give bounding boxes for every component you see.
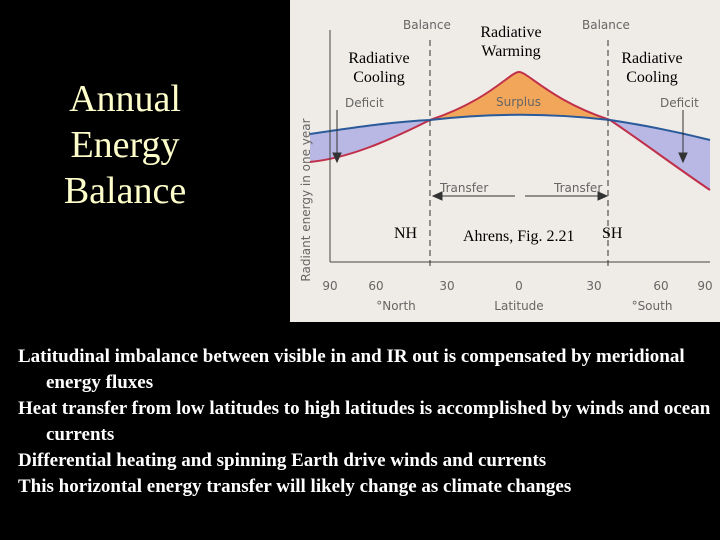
x-tick-label: 90 bbox=[322, 279, 337, 293]
figure: Balance Balance Radiative Cooling Radiati… bbox=[290, 0, 720, 322]
south-label: °South bbox=[632, 299, 673, 313]
surplus-label: Surplus bbox=[496, 95, 541, 109]
figure-background bbox=[290, 0, 720, 322]
deficit-label: Deficit bbox=[660, 96, 699, 110]
north-label: °North bbox=[376, 299, 416, 313]
x-tick-label: 30 bbox=[586, 279, 601, 293]
x-ticks: 90 60 30 0 30 60 90 bbox=[322, 279, 712, 293]
cooling-label: Radiative Cooling bbox=[621, 50, 682, 86]
balance-label: Balance bbox=[403, 18, 451, 32]
bullet-list: Latitudinal imbalance between visible in… bbox=[18, 344, 718, 500]
bullet: Differential heating and spinning Earth … bbox=[18, 450, 547, 471]
x-tick-label: 60 bbox=[653, 279, 668, 293]
x-tick-label: 30 bbox=[439, 279, 454, 293]
outgoing-curve bbox=[309, 70, 711, 191]
nh-label: NH bbox=[394, 225, 418, 242]
sh-label: SH bbox=[602, 225, 623, 242]
balance-label: Balance bbox=[582, 18, 630, 32]
y-axis-label: Radiant energy in one year bbox=[299, 118, 313, 281]
x-tick-label: 90 bbox=[697, 279, 712, 293]
bullet: Heat transfer from low latitudes to high… bbox=[18, 398, 711, 445]
deficit-label: Deficit bbox=[345, 96, 384, 110]
bullet: This horizontal energy transfer will lik… bbox=[18, 476, 572, 497]
bullet: Latitudinal imbalance between visible in… bbox=[18, 346, 685, 393]
x-tick-label: 0 bbox=[515, 279, 523, 293]
warming-label: Radiative Warming bbox=[480, 24, 541, 60]
x-tick-label: 60 bbox=[368, 279, 383, 293]
absorbed-curve bbox=[309, 113, 711, 141]
x-axis-label: Latitude bbox=[494, 299, 543, 313]
slide-title: Annual Energy Balance bbox=[63, 78, 187, 212]
source-label: Ahrens, Fig. 2.21 bbox=[463, 228, 575, 245]
surplus-area bbox=[430, 72, 610, 120]
cooling-label: Radiative Cooling bbox=[348, 50, 409, 86]
transfer-label: Transfer bbox=[439, 181, 488, 195]
transfer-label: Transfer bbox=[553, 181, 602, 195]
arrows bbox=[332, 110, 688, 201]
